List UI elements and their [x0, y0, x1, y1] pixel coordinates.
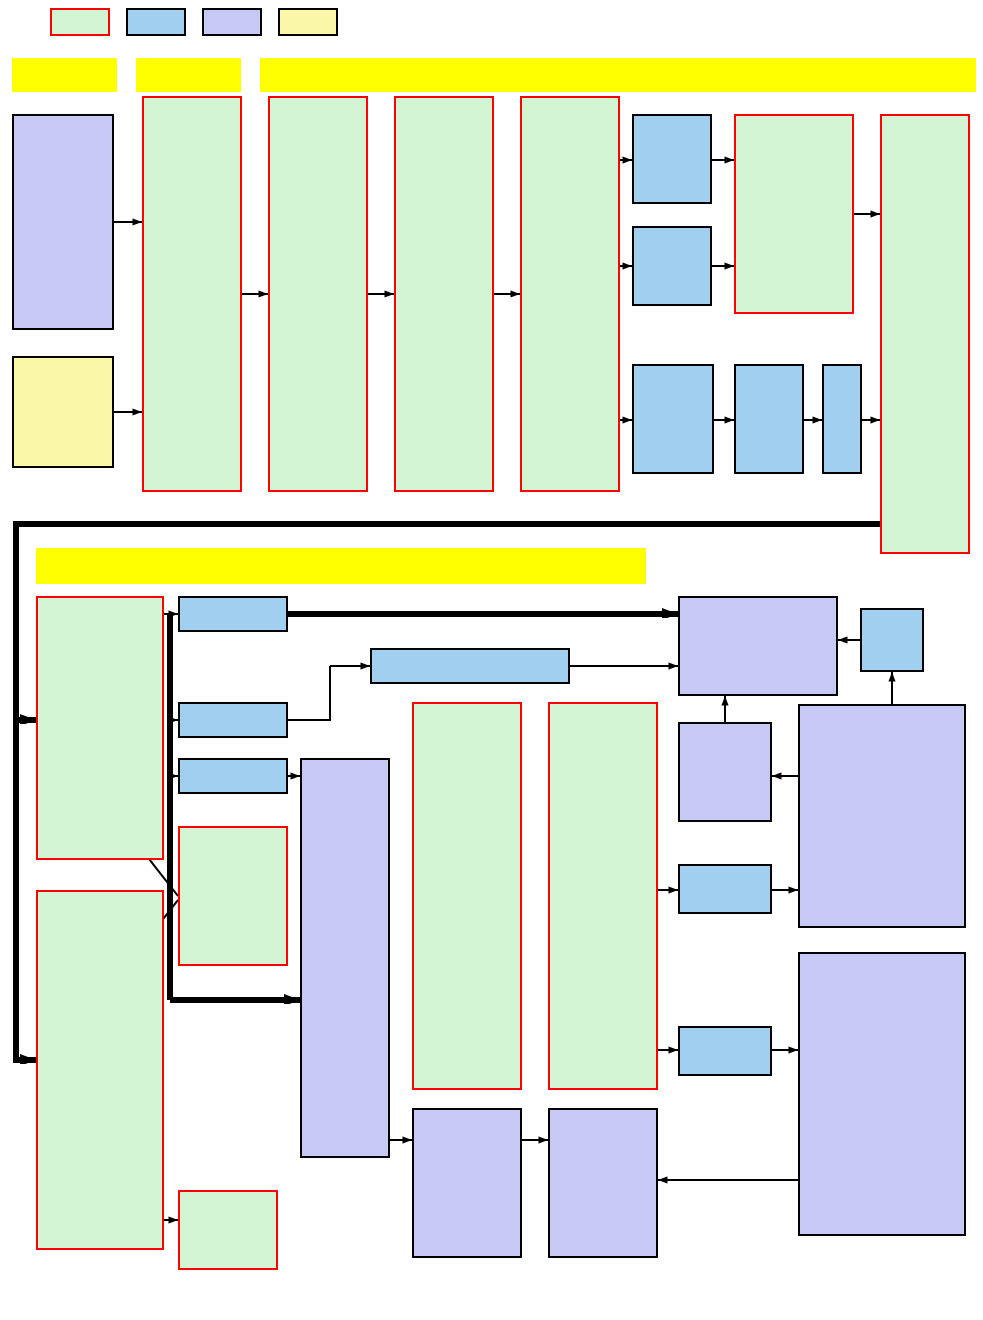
node-b_top2 — [632, 226, 712, 306]
node-p_tall — [300, 758, 390, 1158]
node-b_mid4 — [178, 758, 288, 794]
node-p_bot2 — [548, 1108, 658, 1258]
node-g2 — [268, 96, 368, 492]
node-b_R4 — [678, 864, 772, 914]
node-b_sq — [860, 608, 924, 672]
node-b_row3 — [822, 364, 862, 474]
section-header-2 — [260, 58, 976, 92]
edge-16 — [16, 720, 36, 1060]
node-g_midB — [548, 702, 658, 1090]
node-g_midA — [412, 702, 522, 1090]
node-g3 — [394, 96, 494, 492]
node-g1 — [142, 96, 242, 492]
section-header-3 — [36, 548, 646, 584]
node-g_small — [178, 826, 288, 966]
node-b_mid2 — [370, 648, 570, 684]
node-b_row2 — [734, 364, 804, 474]
section-header-0 — [12, 58, 117, 92]
node-g_far_right — [880, 114, 970, 554]
legend-swatch-3 — [278, 8, 338, 36]
legend-swatch-1 — [126, 8, 186, 36]
node-p_R1 — [678, 596, 838, 696]
node-p_R5 — [798, 952, 966, 1236]
node-g_L1 — [36, 596, 164, 860]
edge-15 — [16, 690, 36, 720]
node-g_L2 — [36, 890, 164, 1250]
node-p_R3 — [798, 704, 966, 928]
node-b_row1 — [632, 364, 714, 474]
node-b_top1 — [632, 114, 712, 204]
legend-swatch-0 — [50, 8, 110, 36]
node-b_R6 — [678, 1026, 772, 1076]
node-g_L3 — [178, 1190, 278, 1270]
node-p_R2 — [678, 722, 772, 822]
node-notes — [12, 356, 114, 468]
node-input — [12, 114, 114, 330]
node-b_mid3 — [178, 702, 288, 738]
node-p_bot1 — [412, 1108, 522, 1258]
node-g_top_right — [734, 114, 854, 314]
legend-swatch-2 — [202, 8, 262, 36]
node-b_mid1 — [178, 596, 288, 632]
edge-21 — [288, 666, 330, 720]
section-header-1 — [136, 58, 241, 92]
flowchart-canvas — [0, 0, 983, 1320]
node-g4 — [520, 96, 620, 492]
